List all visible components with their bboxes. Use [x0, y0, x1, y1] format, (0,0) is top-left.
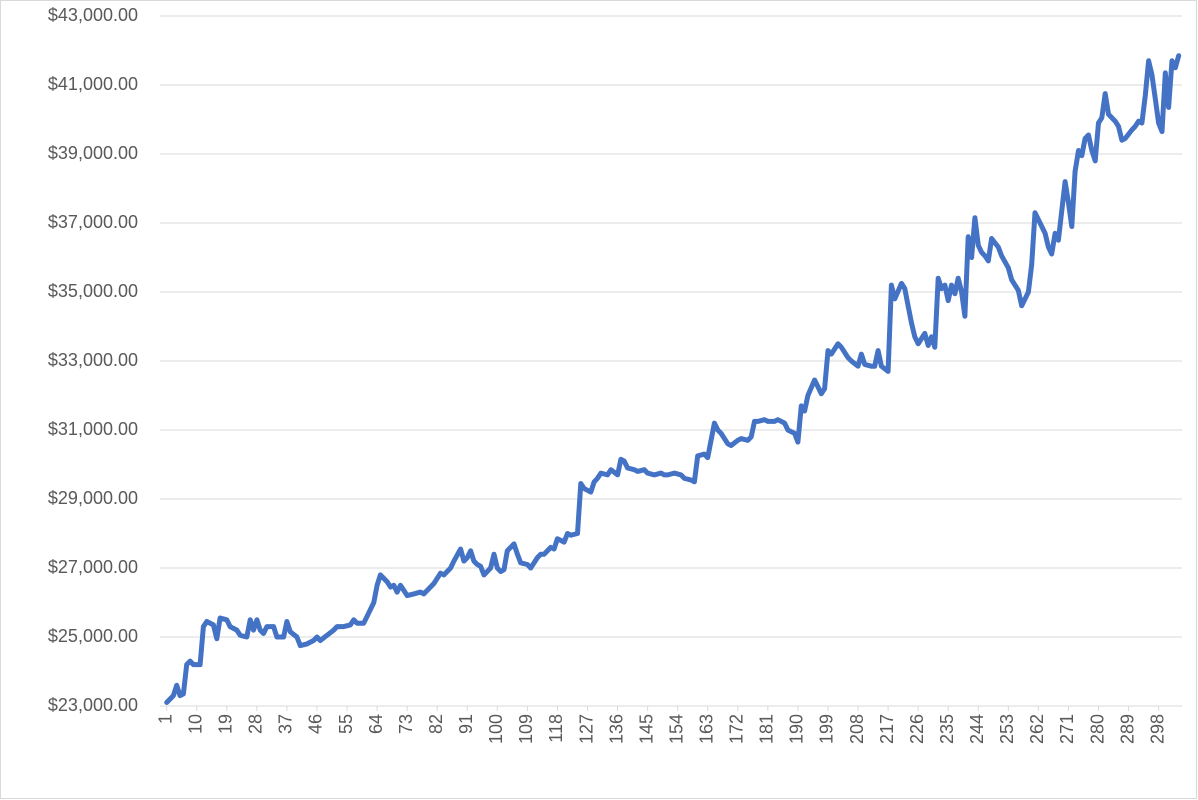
x-tick-label: 19	[216, 714, 236, 734]
x-tick-label: 199	[817, 714, 837, 744]
x-tick-label: 145	[636, 714, 656, 744]
x-tick-label: 64	[366, 714, 386, 734]
x-tick-label: 127	[576, 714, 596, 744]
y-tick-label: $39,000.00	[48, 143, 138, 163]
x-tick-label: 217	[877, 714, 897, 744]
x-tick-label: 208	[847, 714, 867, 744]
x-tick-label: 253	[997, 714, 1017, 744]
x-tick-label: 271	[1057, 714, 1077, 744]
x-tick-label: 226	[907, 714, 927, 744]
y-tick-label: $37,000.00	[48, 212, 138, 232]
x-tick-label: 154	[666, 714, 686, 744]
y-tick-label: $29,000.00	[48, 488, 138, 508]
y-tick-label: $41,000.00	[48, 74, 138, 94]
x-tick-label: 244	[967, 714, 987, 744]
x-tick-label: 55	[336, 714, 356, 734]
x-tick-label: 109	[516, 714, 536, 744]
x-tick-label: 10	[185, 714, 205, 734]
y-tick-label: $35,000.00	[48, 281, 138, 301]
x-tick-label: 91	[456, 714, 476, 734]
y-tick-label: $31,000.00	[48, 419, 138, 439]
y-tick-label: $25,000.00	[48, 626, 138, 646]
x-tick-label: 1	[155, 714, 175, 724]
x-tick-label: 46	[306, 714, 326, 734]
x-tick-label: 163	[696, 714, 716, 744]
y-tick-label: $33,000.00	[48, 350, 138, 370]
x-tick-label: 118	[546, 714, 566, 743]
x-tick-label: 235	[937, 714, 957, 744]
x-tick-label: 82	[426, 714, 446, 734]
x-tick-label: 172	[727, 714, 747, 744]
x-tick-label: 190	[787, 714, 807, 744]
x-tick-label: 28	[246, 714, 266, 734]
x-tick-label: 100	[486, 714, 506, 744]
x-tick-label: 289	[1117, 714, 1137, 744]
x-tick-label: 262	[1027, 714, 1047, 744]
x-tick-label: 37	[276, 714, 296, 734]
x-tick-label: 136	[606, 714, 626, 744]
x-tick-label: 181	[757, 714, 777, 744]
data-line	[164, 53, 1182, 705]
y-tick-label: $23,000.00	[48, 695, 138, 715]
x-tick-label: 298	[1147, 714, 1167, 744]
x-tick-label: 280	[1087, 714, 1107, 744]
x-tick-label: 73	[396, 714, 416, 734]
y-tick-label: $43,000.00	[48, 5, 138, 25]
y-tick-label: $27,000.00	[48, 557, 138, 577]
